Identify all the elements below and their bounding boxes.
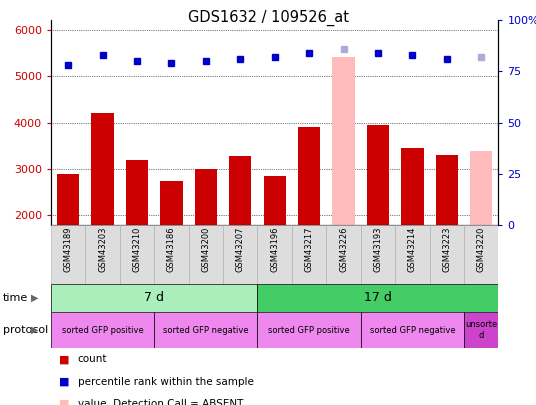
Text: GSM43207: GSM43207	[236, 226, 245, 272]
Bar	[367, 125, 389, 309]
Bar	[430, 225, 464, 283]
Text: GSM43217: GSM43217	[304, 226, 314, 272]
Bar	[436, 155, 458, 309]
Text: GSM43210: GSM43210	[132, 226, 142, 272]
Text: time: time	[3, 293, 28, 303]
Text: GSM43200: GSM43200	[202, 226, 210, 272]
Text: count: count	[78, 354, 107, 364]
Bar	[57, 174, 79, 309]
Text: ▶: ▶	[31, 293, 38, 303]
Text: protocol: protocol	[3, 325, 48, 335]
Bar	[395, 225, 430, 283]
Text: unsorte
d: unsorte d	[465, 320, 497, 340]
Text: GSM43223: GSM43223	[442, 226, 451, 272]
Text: sorted GFP negative: sorted GFP negative	[163, 326, 249, 335]
Bar	[470, 151, 493, 309]
Text: ■: ■	[59, 399, 70, 405]
Bar	[126, 160, 148, 309]
Bar	[85, 225, 120, 283]
Text: GSM43214: GSM43214	[408, 226, 417, 272]
Bar	[257, 284, 498, 312]
Bar	[361, 312, 464, 348]
Text: 7 d: 7 d	[144, 291, 164, 304]
Bar	[223, 225, 257, 283]
Bar	[154, 225, 189, 283]
Text: sorted GFP positive: sorted GFP positive	[62, 326, 144, 335]
Bar	[91, 113, 114, 309]
Text: GDS1632 / 109526_at: GDS1632 / 109526_at	[188, 10, 348, 26]
Bar	[257, 225, 292, 283]
Text: ■: ■	[59, 354, 70, 364]
Bar	[229, 156, 251, 309]
Bar	[189, 225, 223, 283]
Bar	[160, 181, 183, 309]
Bar	[195, 169, 217, 309]
Bar	[51, 225, 85, 283]
Text: value, Detection Call = ABSENT: value, Detection Call = ABSENT	[78, 399, 243, 405]
Bar	[257, 312, 361, 348]
Text: ▶: ▶	[31, 325, 38, 335]
Bar	[51, 284, 257, 312]
Text: GSM43196: GSM43196	[270, 226, 279, 272]
Text: sorted GFP positive: sorted GFP positive	[268, 326, 350, 335]
Text: GSM43186: GSM43186	[167, 226, 176, 272]
Text: GSM43203: GSM43203	[98, 226, 107, 272]
Text: percentile rank within the sample: percentile rank within the sample	[78, 377, 254, 387]
Bar	[51, 312, 154, 348]
Bar	[326, 225, 361, 283]
Text: GSM43220: GSM43220	[477, 226, 486, 272]
Bar	[464, 312, 498, 348]
Text: ■: ■	[59, 377, 70, 387]
Bar	[292, 225, 326, 283]
Bar	[120, 225, 154, 283]
Bar	[154, 312, 257, 348]
Text: GSM43189: GSM43189	[64, 226, 73, 272]
Bar	[298, 127, 321, 309]
Bar	[264, 176, 286, 309]
Bar	[361, 225, 395, 283]
Bar	[401, 148, 423, 309]
Bar	[464, 225, 498, 283]
Text: GSM43226: GSM43226	[339, 226, 348, 272]
Bar	[332, 58, 355, 309]
Text: 17 d: 17 d	[364, 291, 392, 304]
Text: GSM43193: GSM43193	[374, 226, 383, 272]
Text: sorted GFP negative: sorted GFP negative	[370, 326, 455, 335]
